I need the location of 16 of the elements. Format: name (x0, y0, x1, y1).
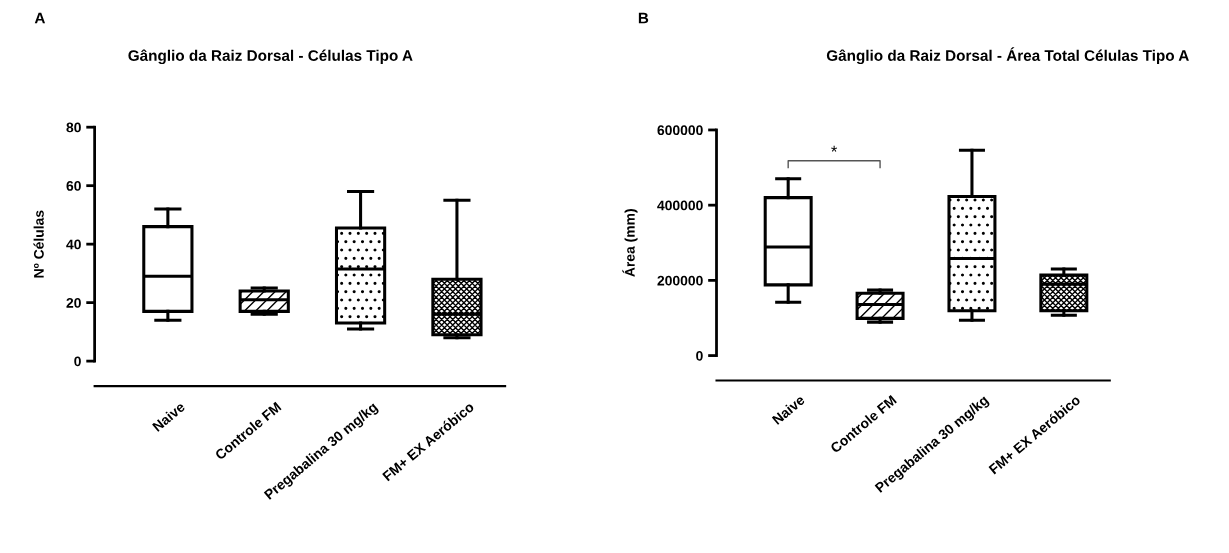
y-tick-label: 0 (696, 350, 703, 361)
chart-title: Gânglio da Raiz Dorsal - Células Tipo A (128, 49, 413, 65)
y-tick-label: 0 (74, 356, 81, 367)
y-tick-label: 60 (66, 181, 81, 191)
y-tick-label: 200000 (657, 275, 703, 286)
y-tick-label: 80 (66, 122, 81, 133)
chart-title: Gânglio da Raiz Dorsal - Área Total Células Tipo A (826, 47, 1189, 65)
y-tick-label: 400000 (657, 200, 703, 211)
y-tick-label: 40 (66, 239, 81, 250)
y-axis-title: Área (mm) (622, 209, 638, 277)
y-tick-label: 20 (66, 297, 81, 308)
y-tick-label: 600000 (657, 125, 703, 136)
y-axis-title: Nº Células (33, 210, 44, 278)
annotation: * (831, 145, 838, 152)
text: B (638, 12, 649, 24)
text: A (34, 12, 46, 24)
